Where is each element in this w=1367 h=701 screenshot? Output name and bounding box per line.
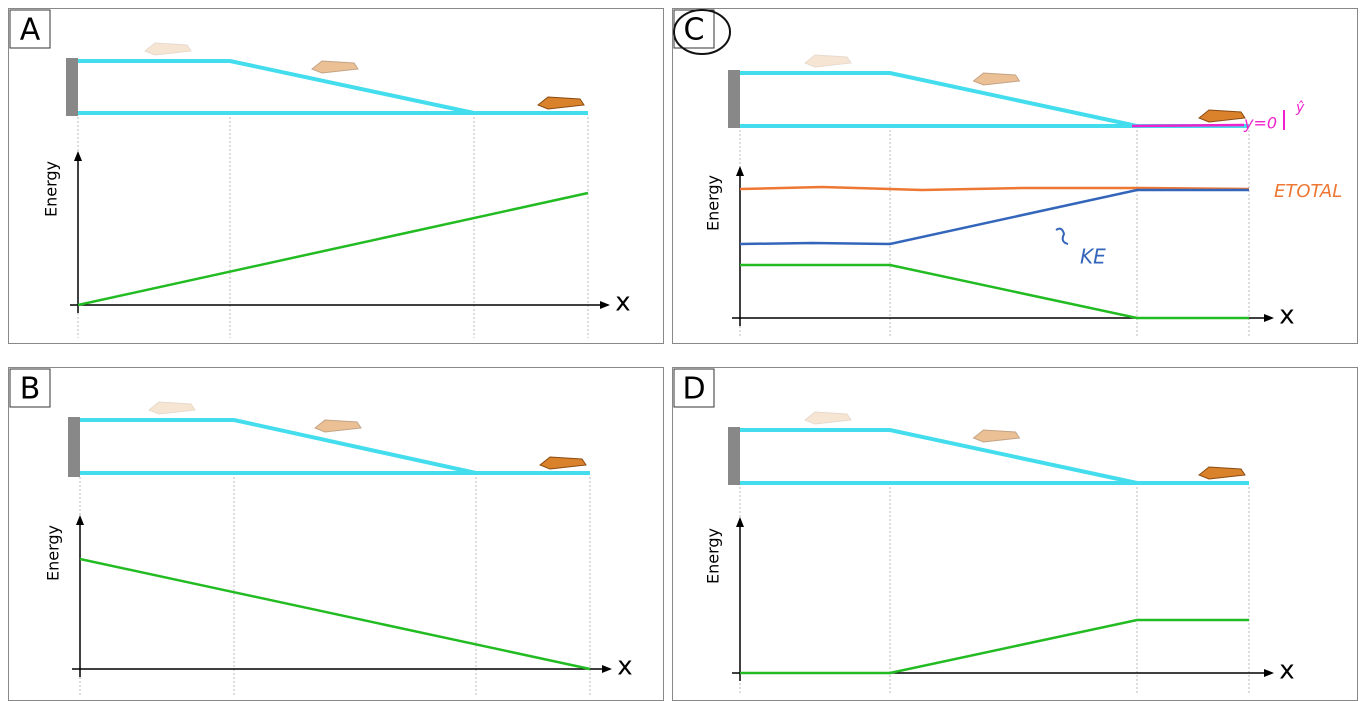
arrow xyxy=(1264,314,1274,322)
page: Ax Energy Bx Energy Cx Energy y=0 ŷ ETOTAL KE D… xyxy=(0,0,1367,701)
panel-label: B xyxy=(20,372,41,407)
arrow xyxy=(602,665,612,673)
y-label: Energy xyxy=(704,175,723,231)
energy-line xyxy=(740,620,1249,673)
ke-annotation: KE xyxy=(1080,245,1106,269)
track xyxy=(740,430,1137,483)
energy-line xyxy=(78,193,588,305)
arrow xyxy=(736,517,744,527)
ke-pointer xyxy=(1056,229,1068,244)
wall xyxy=(728,70,740,128)
track xyxy=(740,73,1137,126)
x-label: x xyxy=(617,652,632,682)
panel-border xyxy=(9,9,664,344)
pie xyxy=(540,457,586,469)
pie xyxy=(538,97,584,109)
panel-border xyxy=(673,368,1358,701)
pie xyxy=(149,402,195,414)
arrow xyxy=(1264,669,1274,677)
wall xyxy=(66,58,78,116)
track xyxy=(80,420,476,473)
arrow xyxy=(74,151,82,161)
x-label: x xyxy=(1279,301,1294,331)
energy-line xyxy=(740,190,1249,244)
x-label: x xyxy=(1279,656,1294,686)
panel-border xyxy=(673,9,1358,344)
arrow xyxy=(736,166,744,176)
y-label: Energy xyxy=(44,525,63,581)
panel: Dx Energy xyxy=(672,367,1367,701)
pie xyxy=(1199,110,1245,122)
x-label: x xyxy=(615,288,630,318)
total-annotation: ETOTAL xyxy=(1274,181,1342,202)
pie xyxy=(312,61,358,73)
pie xyxy=(805,55,851,67)
ground-annotation: y=0 xyxy=(1243,114,1277,133)
pie xyxy=(974,73,1020,85)
pie xyxy=(315,420,361,432)
pie xyxy=(1199,467,1245,479)
pie xyxy=(145,43,191,55)
track xyxy=(78,61,474,113)
arrow xyxy=(76,515,84,525)
panel: Bx Energy xyxy=(8,367,664,701)
panel-label: C xyxy=(684,13,705,48)
arrow xyxy=(600,301,610,309)
ground-mark xyxy=(1132,125,1244,126)
unit-annotation: ŷ xyxy=(1295,100,1305,116)
panel-label: A xyxy=(20,13,41,48)
pie xyxy=(805,412,851,424)
pie xyxy=(974,430,1020,442)
panel-border xyxy=(9,368,664,701)
panel: Cx Energy y=0 ŷ ETOTAL KE xyxy=(672,8,1367,344)
y-label: Energy xyxy=(704,528,723,584)
y-label: Energy xyxy=(42,161,61,217)
energy-line xyxy=(80,559,590,669)
energy-line xyxy=(740,265,1249,318)
panel-label: D xyxy=(682,372,705,407)
panel: Ax Energy xyxy=(8,8,664,344)
wall xyxy=(68,417,80,477)
wall xyxy=(728,427,740,485)
